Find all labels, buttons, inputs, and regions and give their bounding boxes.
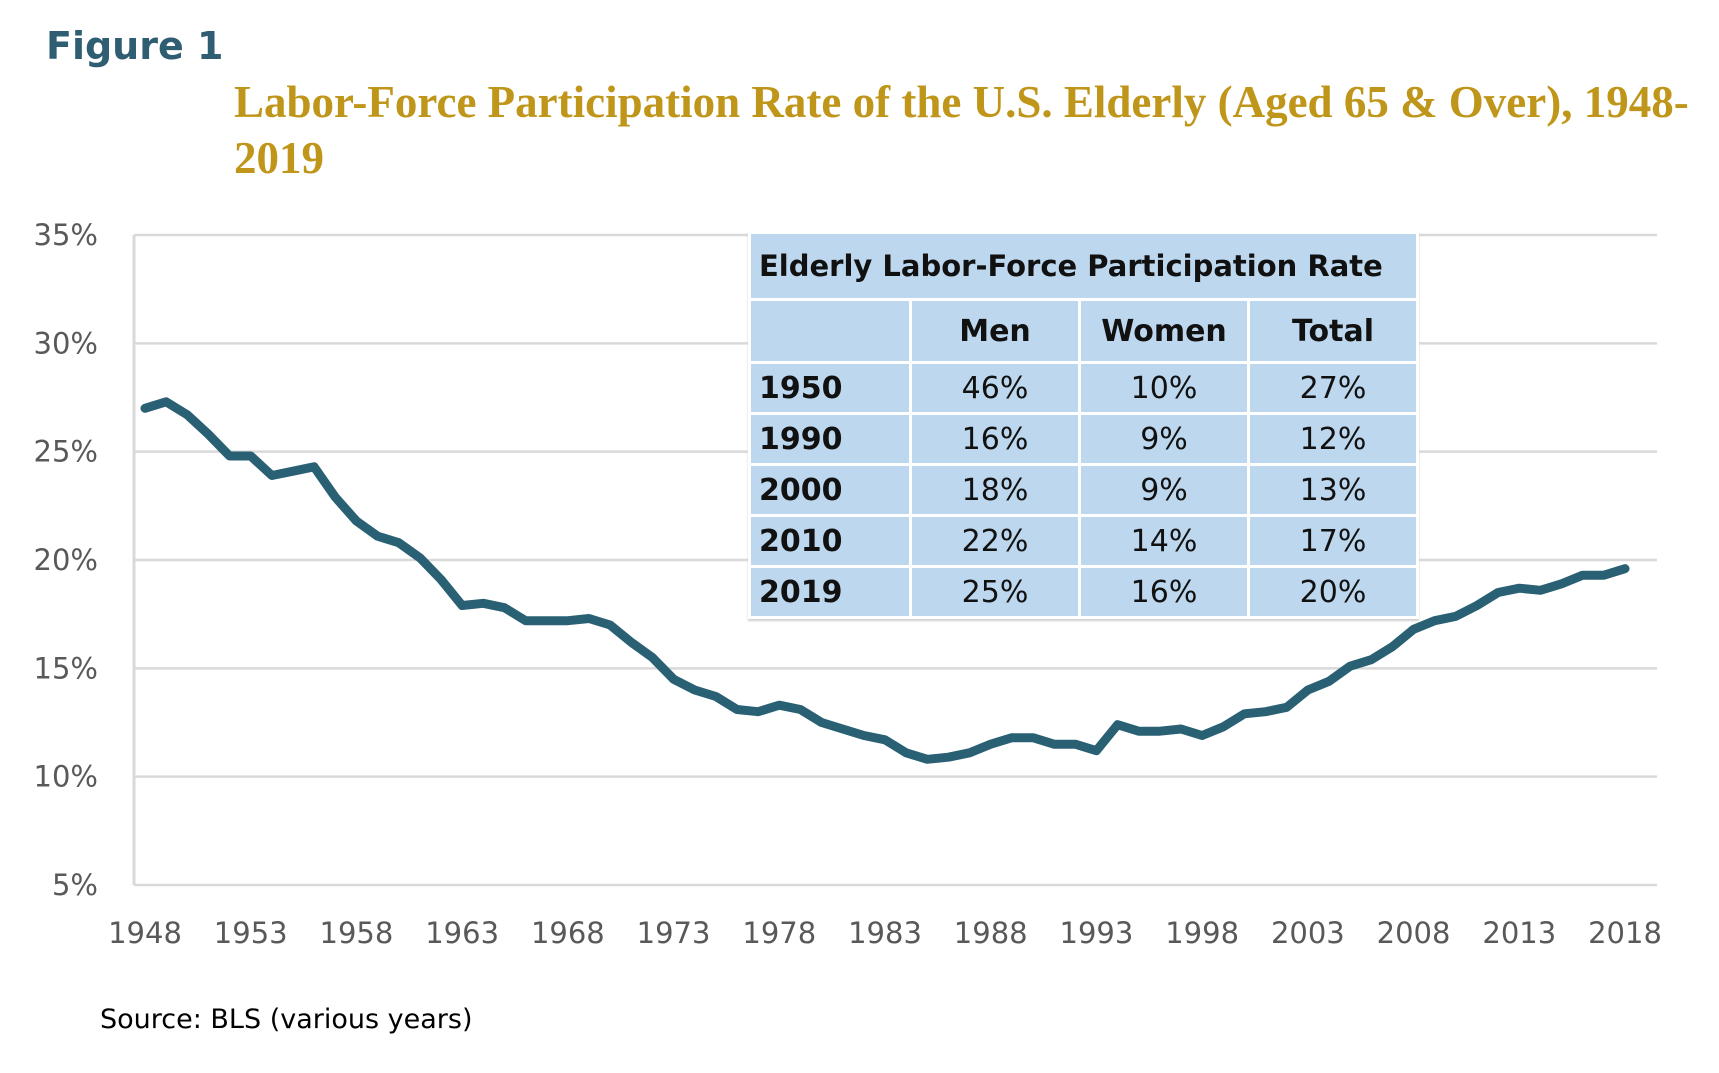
inset-table-row: 1950 46% 10% 27% xyxy=(751,364,1416,412)
inset-table-title: Elderly Labor-Force Participation Rate xyxy=(751,234,1416,298)
inset-women: 9% xyxy=(1081,415,1247,463)
x-tick-label: 2003 xyxy=(1271,916,1345,950)
inset-total: 12% xyxy=(1250,415,1416,463)
inset-table-row: 2010 22% 14% 17% xyxy=(751,517,1416,565)
inset-header-women: Women xyxy=(1081,301,1247,361)
inset-women: 9% xyxy=(1081,466,1247,514)
inset-men: 18% xyxy=(912,466,1078,514)
inset-total: 13% xyxy=(1250,466,1416,514)
x-tick-label: 1948 xyxy=(108,916,182,950)
inset-women: 16% xyxy=(1081,568,1247,616)
inset-table-row: 2000 18% 9% 13% xyxy=(751,466,1416,514)
inset-table: Elderly Labor-Force Participation Rate M… xyxy=(748,231,1419,619)
inset-women: 10% xyxy=(1081,364,1247,412)
inset-year: 1950 xyxy=(751,364,909,412)
x-tick-label: 2008 xyxy=(1377,916,1451,950)
x-tick-label: 1958 xyxy=(320,916,394,950)
y-tick-label: 5% xyxy=(52,868,98,902)
y-tick-label: 15% xyxy=(34,651,98,685)
inset-men: 46% xyxy=(912,364,1078,412)
inset-total: 17% xyxy=(1250,517,1416,565)
series-layer xyxy=(140,397,1630,764)
y-tick-label: 35% xyxy=(34,218,98,252)
inset-header-men: Men xyxy=(912,301,1078,361)
x-tick-label: 1983 xyxy=(848,916,922,950)
x-tick-label: 1973 xyxy=(637,916,711,950)
inset-table-header: Men Women Total xyxy=(751,301,1416,361)
chart-title: Labor-Force Participation Rate of the U.… xyxy=(234,77,1689,183)
x-axis-ticks: 1948 1953 1958 1963 1968 1973 1978 1983 1988 1993… xyxy=(108,916,1662,950)
x-tick-label: 1953 xyxy=(214,916,288,950)
inset-header-cell xyxy=(751,301,909,361)
inset-table-row: 2019 25% 16% 20% xyxy=(751,568,1416,616)
x-tick-label: 1963 xyxy=(425,916,499,950)
y-tick-label: 30% xyxy=(34,326,98,360)
inset-table-row: 1990 16% 9% 12% xyxy=(751,415,1416,463)
inset-year: 1990 xyxy=(751,415,909,463)
inset-women: 14% xyxy=(1081,517,1247,565)
figure-label: Figure 1 xyxy=(46,24,224,68)
inset-total: 20% xyxy=(1250,568,1416,616)
x-tick-label: 1993 xyxy=(1060,916,1134,950)
inset-men: 22% xyxy=(912,517,1078,565)
inset-year: 2000 xyxy=(751,466,909,514)
y-axis-ticks: 35% 30% 25% 20% 15% 10% 5% xyxy=(34,218,98,902)
x-tick-label: 1978 xyxy=(742,916,816,950)
x-tick-label: 1998 xyxy=(1165,916,1239,950)
x-tick-label: 2013 xyxy=(1482,916,1556,950)
y-tick-label: 10% xyxy=(34,760,98,794)
x-tick-label: 1968 xyxy=(531,916,605,950)
inset-year: 2019 xyxy=(751,568,909,616)
y-tick-label: 25% xyxy=(34,435,98,469)
inset-header-total: Total xyxy=(1250,301,1416,361)
x-tick-label: 1988 xyxy=(954,916,1028,950)
inset-year: 2010 xyxy=(751,517,909,565)
inset-men: 16% xyxy=(912,415,1078,463)
inset-men: 25% xyxy=(912,568,1078,616)
inset-total: 27% xyxy=(1250,364,1416,412)
y-tick-label: 20% xyxy=(34,543,98,577)
source-note: Source: BLS (various years) xyxy=(100,1004,473,1035)
x-tick-label: 2018 xyxy=(1588,916,1662,950)
